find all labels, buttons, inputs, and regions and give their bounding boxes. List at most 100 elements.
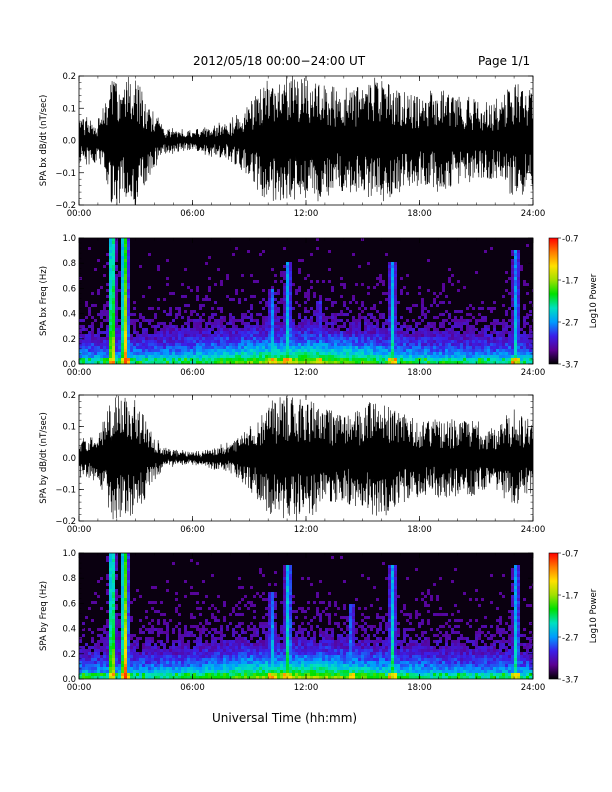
spectrogram-cell <box>184 355 187 358</box>
y-tick-label: −0.1 <box>55 486 76 496</box>
spectrogram-cell <box>112 280 115 283</box>
spectrogram-cell <box>193 319 196 322</box>
spectrogram-cell <box>82 352 85 355</box>
spectrogram-cell <box>220 310 223 313</box>
spectrogram-cell <box>127 553 130 556</box>
spectrogram-cell <box>475 340 478 343</box>
spectrogram-cell <box>415 343 418 346</box>
spectrogram-cell <box>391 289 394 292</box>
spectrogram-cell <box>343 358 346 361</box>
spectrogram-cell <box>124 565 127 568</box>
spectrogram-cell <box>97 664 100 667</box>
spectrogram-cell <box>460 340 463 343</box>
spectrogram-cell <box>181 346 184 349</box>
spectrogram-cell <box>127 244 130 247</box>
spectrogram-cell <box>493 319 496 322</box>
spectrogram-cell <box>283 595 286 598</box>
spectrogram-cell <box>526 313 529 316</box>
spectrogram-cell <box>388 304 391 307</box>
spectrogram-cell <box>271 325 274 328</box>
spectrogram-cell <box>499 346 502 349</box>
spectrogram-cell <box>244 631 247 634</box>
spectrogram-cell <box>85 316 88 319</box>
spectrogram-cell <box>226 652 229 655</box>
spectrogram-cell <box>517 274 520 277</box>
spectrogram-cell <box>517 265 520 268</box>
spectrogram-cell <box>124 322 127 325</box>
spectrogram-cell <box>175 592 178 595</box>
spectrogram-cell <box>373 343 376 346</box>
spectrogram-cell <box>406 346 409 349</box>
spectrogram-cell <box>103 319 106 322</box>
spectrogram-cell <box>523 346 526 349</box>
spectrogram-cell <box>457 331 460 334</box>
spectrogram-cell <box>115 304 118 307</box>
spectrogram-cell <box>193 328 196 331</box>
spectrogram-cell <box>433 355 436 358</box>
spectrogram-cell <box>118 658 121 661</box>
spectrogram-cell <box>520 358 523 361</box>
spectrogram-cell <box>109 304 112 307</box>
spectrogram-cell <box>79 328 82 331</box>
spectrogram-cell <box>433 343 436 346</box>
spectrogram-cell <box>388 340 391 343</box>
spectrogram-cell <box>121 628 124 631</box>
spectrogram-cell <box>145 673 148 676</box>
spectrogram-cell <box>259 670 262 673</box>
spectrogram-cell <box>391 325 394 328</box>
spectrogram-cell <box>115 631 118 634</box>
spectrogram-cell <box>244 316 247 319</box>
spectrogram-cell <box>340 358 343 361</box>
spectrogram-cell <box>136 670 139 673</box>
spectrogram-cell <box>367 346 370 349</box>
spectrogram-cell <box>217 334 220 337</box>
spectrogram-cell <box>289 349 292 352</box>
spectrogram-cell <box>139 334 142 337</box>
spectrogram-cell <box>160 640 163 643</box>
spectrogram-cell <box>349 310 352 313</box>
spectrogram-cell <box>283 247 286 250</box>
spectrogram-cell <box>346 334 349 337</box>
spectrogram-cell <box>271 358 274 361</box>
spectrogram-cell <box>121 346 124 349</box>
spectrogram-cell <box>229 613 232 616</box>
spectrogram-cell <box>388 337 391 340</box>
spectrogram-cell <box>448 316 451 319</box>
spectrogram-cell <box>115 277 118 280</box>
spectrogram-cell <box>319 295 322 298</box>
spectrogram-cell <box>409 328 412 331</box>
spectrogram-cell <box>196 676 199 679</box>
spectrogram-cell <box>523 283 526 286</box>
spectrogram-cell <box>133 325 136 328</box>
spectrogram-cell <box>79 325 82 328</box>
spectrogram-cell <box>370 325 373 328</box>
spectrogram-cell <box>172 355 175 358</box>
spectrogram-cell <box>106 253 109 256</box>
spectrogram-cell <box>391 343 394 346</box>
spectrogram-cell <box>178 352 181 355</box>
spectrogram-cell <box>151 346 154 349</box>
spectrogram-cell <box>505 346 508 349</box>
spectrogram-cell <box>169 361 172 364</box>
spectrogram-cell <box>232 322 235 325</box>
spectrogram-cell <box>166 355 169 358</box>
spectrogram-cell <box>373 358 376 361</box>
spectrogram-cell <box>148 253 151 256</box>
spectrogram-cell <box>517 343 520 346</box>
spectrogram-cell <box>475 343 478 346</box>
spectrogram-cell <box>520 355 523 358</box>
spectrogram-cell <box>82 628 85 631</box>
spectrogram-cell <box>124 577 127 580</box>
spectrogram-cell <box>523 361 526 364</box>
spectrogram-cell <box>163 667 166 670</box>
spectrogram-cell <box>118 328 121 331</box>
spectrogram-cell <box>286 619 289 622</box>
spectrogram-cell <box>133 676 136 679</box>
spectrogram-cell <box>109 655 112 658</box>
spectrogram-cell <box>472 325 475 328</box>
spectrogram-cell <box>388 310 391 313</box>
spectrogram-cell <box>292 334 295 337</box>
spectrogram-cell <box>517 253 520 256</box>
spectrogram-cell <box>295 355 298 358</box>
spectrogram-cell <box>304 301 307 304</box>
